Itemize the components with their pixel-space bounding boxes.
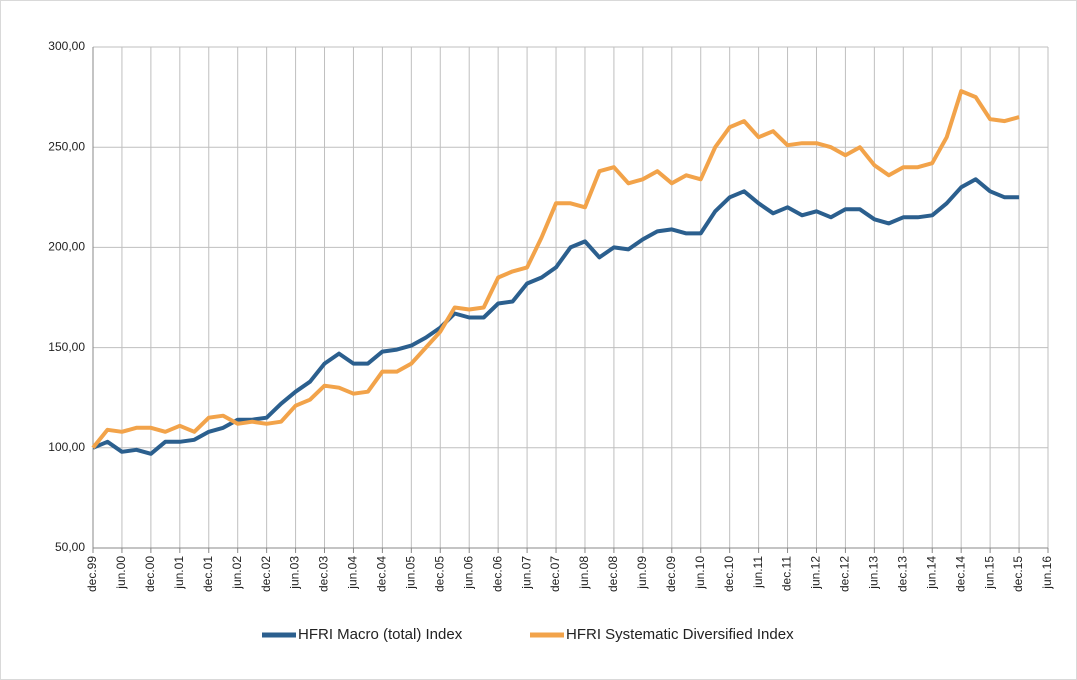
x-tick-label: dec.13 bbox=[895, 556, 909, 592]
x-tick-label: jun.15 bbox=[982, 556, 996, 590]
series-line bbox=[91, 89, 1020, 450]
x-tick-label: jun.06 bbox=[461, 556, 475, 590]
x-tick-label: dec.06 bbox=[490, 556, 504, 592]
x-tick-label: jun.00 bbox=[114, 556, 128, 590]
x-tick-label: dec.05 bbox=[432, 556, 446, 592]
x-tick-label: dec.15 bbox=[1011, 556, 1025, 592]
x-tick-label: dec.01 bbox=[201, 556, 215, 592]
x-tick-label: dec.00 bbox=[143, 556, 157, 592]
x-tick-label: dec.09 bbox=[664, 556, 678, 592]
x-tick-label: dec.10 bbox=[722, 556, 736, 592]
x-tick-label: jun.10 bbox=[693, 556, 707, 590]
legend-label: HFRI Systematic Diversified Index bbox=[566, 626, 794, 643]
y-tick-label: 150,00 bbox=[48, 340, 85, 354]
x-tick-label: dec.07 bbox=[548, 556, 562, 592]
x-tick-label: jun.14 bbox=[924, 556, 938, 590]
x-tick-label: dec.14 bbox=[953, 556, 967, 592]
x-tick-label: jun.08 bbox=[577, 556, 591, 590]
x-tick-label: jun.16 bbox=[1040, 556, 1054, 590]
x-tick-label: jun.13 bbox=[867, 556, 881, 590]
x-tick-label: dec.02 bbox=[259, 556, 273, 592]
x-tick-label: jun.05 bbox=[404, 556, 418, 590]
legend-label: HFRI Macro (total) Index bbox=[298, 626, 463, 643]
y-tick-label: 300,00 bbox=[48, 39, 85, 53]
x-tick-label: jun.04 bbox=[346, 556, 360, 590]
x-tick-label: dec.99 bbox=[85, 556, 99, 592]
y-tick-label: 100,00 bbox=[48, 440, 85, 454]
x-tick-label: jun.01 bbox=[172, 556, 186, 590]
x-tick-label: dec.11 bbox=[780, 556, 794, 591]
x-tick-label: dec.12 bbox=[838, 556, 852, 592]
x-tick-label: dec.03 bbox=[317, 556, 331, 592]
x-tick-label: jun.07 bbox=[519, 556, 533, 590]
y-tick-label: 200,00 bbox=[48, 240, 85, 254]
y-tick-label: 50,00 bbox=[55, 540, 85, 554]
x-tick-label: jun.09 bbox=[635, 556, 649, 590]
x-tick-label: jun.11 bbox=[751, 556, 765, 589]
x-tick-label: dec.08 bbox=[606, 556, 620, 592]
x-tick-label: jun.03 bbox=[288, 556, 302, 590]
y-tick-label: 250,00 bbox=[48, 139, 85, 153]
x-tick-label: jun.12 bbox=[809, 556, 823, 590]
series-line bbox=[92, 177, 1020, 456]
x-tick-label: jun.02 bbox=[230, 556, 244, 590]
x-tick-label: dec.04 bbox=[375, 556, 389, 592]
